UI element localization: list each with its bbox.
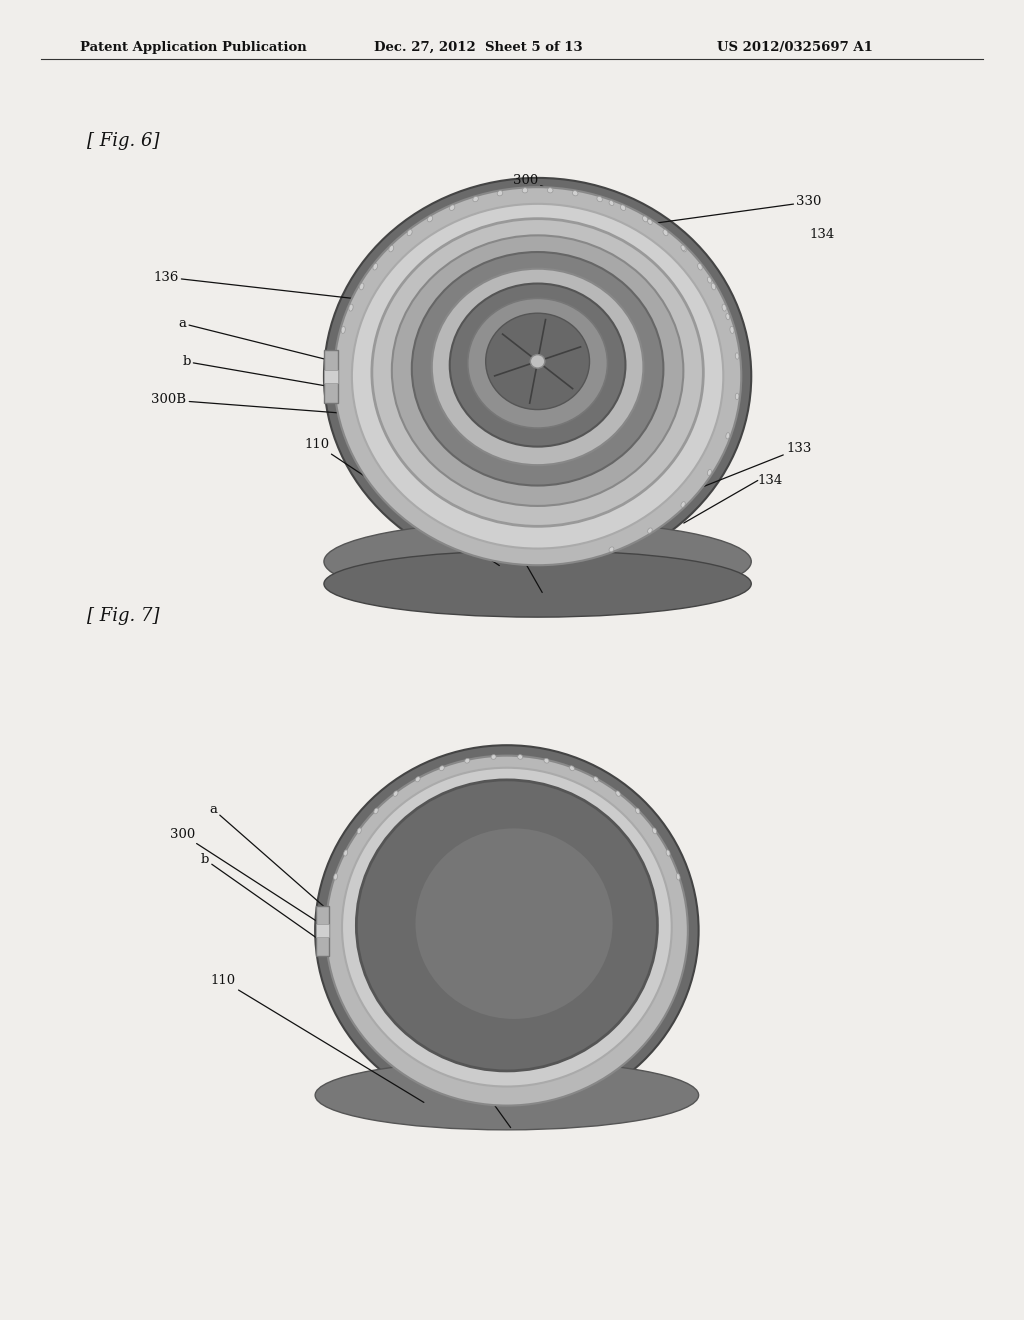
Text: 300B: 300B <box>152 393 341 413</box>
Ellipse shape <box>356 780 657 1071</box>
Ellipse shape <box>412 252 664 486</box>
Text: 135: 135 <box>495 524 543 593</box>
Ellipse shape <box>334 187 741 565</box>
Ellipse shape <box>615 791 621 796</box>
Ellipse shape <box>522 187 527 193</box>
Ellipse shape <box>359 282 364 290</box>
Ellipse shape <box>432 269 643 465</box>
Text: Patent Application Publication: Patent Application Publication <box>80 41 306 54</box>
Ellipse shape <box>439 766 444 771</box>
Ellipse shape <box>682 246 686 252</box>
Ellipse shape <box>324 178 752 574</box>
Ellipse shape <box>416 829 612 1019</box>
Ellipse shape <box>636 808 640 813</box>
Ellipse shape <box>572 190 578 195</box>
Ellipse shape <box>647 219 652 224</box>
Text: 133: 133 <box>703 442 811 486</box>
Ellipse shape <box>389 246 393 252</box>
Ellipse shape <box>708 470 712 475</box>
Text: 330: 330 <box>650 195 821 224</box>
Ellipse shape <box>393 791 398 796</box>
Text: a: a <box>209 803 326 908</box>
Ellipse shape <box>349 304 353 312</box>
Ellipse shape <box>730 326 734 334</box>
Ellipse shape <box>708 277 712 282</box>
Text: [ Fig. 7]: [ Fig. 7] <box>87 607 160 626</box>
Ellipse shape <box>609 201 613 206</box>
Text: b: b <box>201 853 324 942</box>
Ellipse shape <box>609 546 613 552</box>
Ellipse shape <box>548 187 553 193</box>
Ellipse shape <box>334 874 338 880</box>
Ellipse shape <box>621 205 626 210</box>
Ellipse shape <box>642 216 648 222</box>
Text: 300: 300 <box>170 828 324 925</box>
Ellipse shape <box>374 808 378 813</box>
Ellipse shape <box>652 828 656 834</box>
Ellipse shape <box>326 755 688 1106</box>
Text: 300: 300 <box>513 174 543 187</box>
Ellipse shape <box>408 230 413 236</box>
Ellipse shape <box>712 282 716 290</box>
Ellipse shape <box>518 755 522 759</box>
Ellipse shape <box>315 1060 698 1130</box>
Ellipse shape <box>647 528 652 533</box>
Ellipse shape <box>427 216 433 222</box>
Ellipse shape <box>726 433 730 440</box>
Ellipse shape <box>735 352 739 359</box>
Text: US 2012/0325697 A1: US 2012/0325697 A1 <box>717 41 872 54</box>
Text: 110: 110 <box>305 438 500 565</box>
Text: 300B: 300B <box>446 1056 511 1127</box>
Ellipse shape <box>492 755 496 759</box>
Ellipse shape <box>681 246 685 251</box>
Ellipse shape <box>450 284 626 446</box>
Ellipse shape <box>357 828 361 834</box>
Ellipse shape <box>530 355 545 368</box>
Ellipse shape <box>544 759 549 763</box>
Ellipse shape <box>468 298 607 428</box>
Text: 134: 134 <box>758 474 783 487</box>
Text: 136: 136 <box>154 271 415 305</box>
Ellipse shape <box>315 746 698 1115</box>
Ellipse shape <box>569 766 574 771</box>
Ellipse shape <box>681 502 685 507</box>
Ellipse shape <box>485 313 590 409</box>
Ellipse shape <box>342 768 672 1086</box>
Ellipse shape <box>663 230 668 236</box>
Ellipse shape <box>498 190 503 195</box>
Ellipse shape <box>465 759 470 763</box>
Ellipse shape <box>735 393 739 400</box>
Ellipse shape <box>341 326 345 334</box>
Ellipse shape <box>450 205 455 210</box>
Ellipse shape <box>344 850 347 857</box>
Ellipse shape <box>324 521 752 602</box>
Ellipse shape <box>722 304 726 312</box>
Bar <box>324 370 338 383</box>
Bar <box>316 924 329 937</box>
Ellipse shape <box>373 264 378 271</box>
Text: 110: 110 <box>211 974 424 1102</box>
Ellipse shape <box>473 197 478 202</box>
Ellipse shape <box>392 235 683 506</box>
Bar <box>316 906 329 956</box>
Ellipse shape <box>676 874 680 880</box>
Ellipse shape <box>372 219 703 527</box>
Ellipse shape <box>324 550 752 618</box>
Bar <box>324 350 338 403</box>
Ellipse shape <box>726 313 730 319</box>
Text: b: b <box>182 355 331 387</box>
Ellipse shape <box>697 264 702 271</box>
Text: Dec. 27, 2012  Sheet 5 of 13: Dec. 27, 2012 Sheet 5 of 13 <box>374 41 583 54</box>
Ellipse shape <box>594 776 598 781</box>
Ellipse shape <box>352 203 723 549</box>
Ellipse shape <box>597 197 602 202</box>
Ellipse shape <box>416 776 420 781</box>
Text: a: a <box>178 317 331 360</box>
Ellipse shape <box>667 850 670 857</box>
Text: 134: 134 <box>809 228 835 242</box>
Text: [ Fig. 6]: [ Fig. 6] <box>87 132 160 150</box>
